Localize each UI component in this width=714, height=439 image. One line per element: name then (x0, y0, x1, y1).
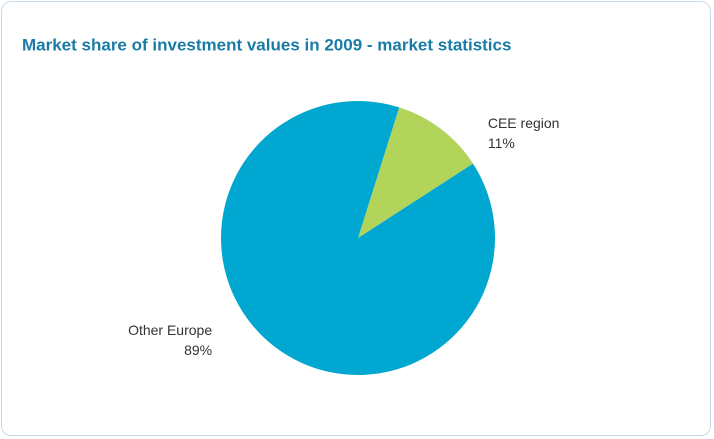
slice-value-label: 89% (184, 342, 212, 358)
slice-label: CEE region (488, 115, 560, 131)
pie-slice (220, 101, 496, 375)
slice-label: Other Europe (128, 322, 212, 338)
pie-slice (358, 107, 474, 238)
chart-title: Market share of investment values in 200… (22, 35, 511, 54)
slice-value-label: 11% (488, 135, 515, 151)
